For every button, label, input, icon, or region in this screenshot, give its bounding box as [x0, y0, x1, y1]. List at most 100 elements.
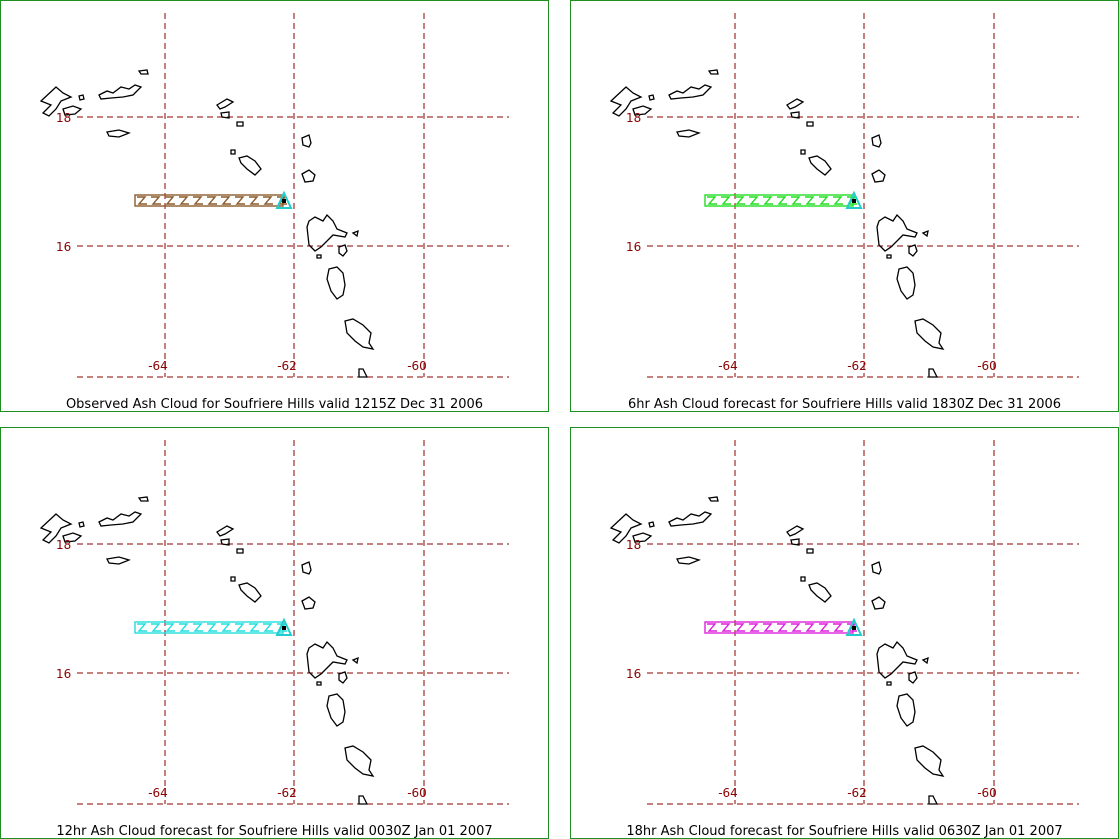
ash-cloud-hatch: [137, 196, 147, 205]
island-coast: [676, 556, 701, 565]
panel-caption: Observed Ash Cloud for Soufriere Hills v…: [65, 397, 484, 412]
puerto-rico-coast: [39, 513, 73, 544]
dominica-coast: [326, 693, 346, 727]
island-coast: [220, 538, 230, 546]
ash-cloud-hatch: [137, 623, 147, 632]
ash-cloud-hatch: [777, 196, 787, 205]
ash-cloud-hatch: [805, 196, 815, 205]
island-coast: [236, 121, 244, 127]
island-coast: [800, 576, 806, 582]
island-coast: [886, 254, 892, 259]
antigua-coast: [808, 155, 832, 176]
island-coast: [236, 548, 244, 554]
map-canvas: -64 -62 -60 18 16: [39, 440, 509, 805]
island-coast: [921, 229, 929, 238]
dominica-coast: [896, 266, 916, 300]
ash-cloud-hatch: [179, 196, 189, 205]
montserrat-island: [282, 199, 286, 203]
ash-cloud-hatch: [193, 196, 203, 205]
martinique-coast: [344, 745, 375, 777]
ash-cloud-hatch: [749, 623, 759, 632]
marie-galante-coast: [908, 244, 918, 257]
island-coast: [137, 496, 149, 502]
virgin-islands-coast: [98, 84, 143, 100]
island-coast: [230, 149, 236, 155]
volcano-marker-icon: [845, 617, 863, 636]
ash-cloud-hatch: [707, 623, 717, 632]
ash-cloud-hatch: [179, 623, 189, 632]
barbuda-coast: [871, 134, 882, 148]
island-coast: [62, 532, 83, 543]
puerto-rico-coast: [609, 513, 643, 544]
guadeloupe-coast: [306, 640, 348, 679]
martinique-coast: [344, 318, 375, 350]
ash-cloud-hatch: [833, 623, 843, 632]
island-coast: [707, 496, 719, 502]
lon-tick-label: -60: [977, 786, 997, 800]
volcano-marker-icon: [275, 190, 293, 209]
ash-cloud-hatch: [763, 196, 773, 205]
antigua-coast: [808, 582, 832, 603]
ash-cloud: [704, 194, 857, 207]
antigua-coast: [238, 155, 262, 176]
island-coast: [806, 121, 814, 127]
ash-cloud-hatch: [221, 623, 231, 632]
island-coast: [230, 576, 236, 582]
ash-cloud: [134, 621, 287, 634]
island-coast: [790, 538, 800, 546]
island-coast: [78, 521, 85, 528]
ash-cloud-hatch: [791, 196, 801, 205]
island-coast: [921, 656, 929, 665]
island-coast: [106, 129, 131, 138]
st-lucia-coast: [358, 368, 369, 378]
island-coast: [106, 556, 131, 565]
ash-cloud-hatch: [763, 623, 773, 632]
ash-cloud-hatch: [221, 196, 231, 205]
island-coast: [301, 596, 316, 610]
ash-cloud-hatch: [151, 196, 161, 205]
lat-tick-label: 16: [56, 667, 71, 681]
st-lucia-coast: [928, 368, 939, 378]
ash-cloud-hatch: [263, 196, 273, 205]
martinique-coast: [914, 318, 945, 350]
panel-caption: 12hr Ash Cloud forecast for Soufriere Hi…: [56, 824, 493, 839]
island-coast: [301, 169, 316, 183]
map-content: -64 -62 -60 18 16: [39, 13, 509, 378]
lat-tick-label: 16: [626, 667, 641, 681]
ash-cloud-hatch: [819, 196, 829, 205]
dominica-coast: [896, 693, 916, 727]
ash-cloud-hatch: [819, 623, 829, 632]
anguilla-coast: [216, 525, 235, 537]
marie-galante-coast: [338, 244, 348, 257]
island-coast: [351, 656, 359, 665]
ash-cloud-hatch: [707, 196, 717, 205]
ash-cloud-hatch: [721, 196, 731, 205]
lat-tick-label: 16: [56, 240, 71, 254]
volcano-marker-icon: [275, 617, 293, 636]
ash-cloud-hatch: [735, 623, 745, 632]
island-coast: [316, 254, 322, 259]
st-lucia-coast: [928, 795, 939, 805]
barbuda-coast: [301, 134, 312, 148]
virgin-islands-coast: [98, 511, 143, 527]
island-coast: [871, 596, 886, 610]
marie-galante-coast: [338, 671, 348, 684]
lon-tick-label: -60: [407, 786, 427, 800]
lat-tick-label: 18: [56, 538, 71, 552]
island-coast: [632, 532, 653, 543]
anguilla-coast: [786, 98, 805, 110]
ash-cloud-hatch: [833, 196, 843, 205]
dominica-coast: [326, 266, 346, 300]
antigua-coast: [238, 582, 262, 603]
island-coast: [806, 548, 814, 554]
lon-tick-label: -64: [718, 359, 738, 373]
map-content: -64 -62 -60 18 16: [609, 13, 1079, 378]
island-coast: [316, 681, 322, 686]
barbuda-coast: [301, 561, 312, 575]
island-coast: [648, 94, 655, 101]
island-coast: [707, 69, 719, 75]
map-content: -64 -62 -60 18 16: [39, 440, 509, 805]
lat-tick-label: 18: [626, 538, 641, 552]
panel-12hr-forecast: -64 -62 -60 18 16 12hr Ash Cloud forecast fo…: [0, 427, 549, 839]
virgin-islands-coast: [668, 84, 713, 100]
